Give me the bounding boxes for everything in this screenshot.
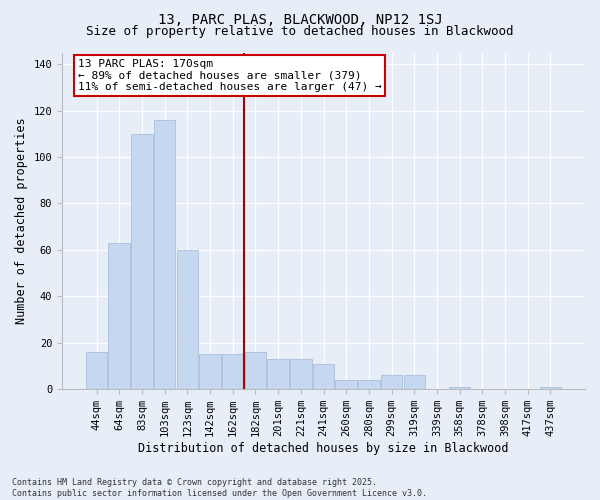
Bar — [245, 352, 266, 389]
Bar — [222, 354, 244, 389]
Bar — [86, 352, 107, 389]
Bar — [109, 243, 130, 389]
Y-axis label: Number of detached properties: Number of detached properties — [15, 118, 28, 324]
Bar — [313, 364, 334, 389]
Bar — [358, 380, 380, 389]
Bar — [449, 387, 470, 389]
Bar — [199, 354, 221, 389]
Text: Size of property relative to detached houses in Blackwood: Size of property relative to detached ho… — [86, 25, 514, 38]
Text: Contains HM Land Registry data © Crown copyright and database right 2025.
Contai: Contains HM Land Registry data © Crown c… — [12, 478, 427, 498]
Text: 13 PARC PLAS: 170sqm
← 89% of detached houses are smaller (379)
11% of semi-deta: 13 PARC PLAS: 170sqm ← 89% of detached h… — [78, 59, 382, 92]
X-axis label: Distribution of detached houses by size in Blackwood: Distribution of detached houses by size … — [138, 442, 509, 455]
Bar — [290, 359, 311, 389]
Bar — [381, 376, 403, 389]
Bar — [539, 387, 561, 389]
Bar — [154, 120, 175, 389]
Bar — [131, 134, 153, 389]
Bar — [176, 250, 198, 389]
Bar — [335, 380, 357, 389]
Bar — [268, 359, 289, 389]
Text: 13, PARC PLAS, BLACKWOOD, NP12 1SJ: 13, PARC PLAS, BLACKWOOD, NP12 1SJ — [158, 12, 442, 26]
Bar — [404, 376, 425, 389]
